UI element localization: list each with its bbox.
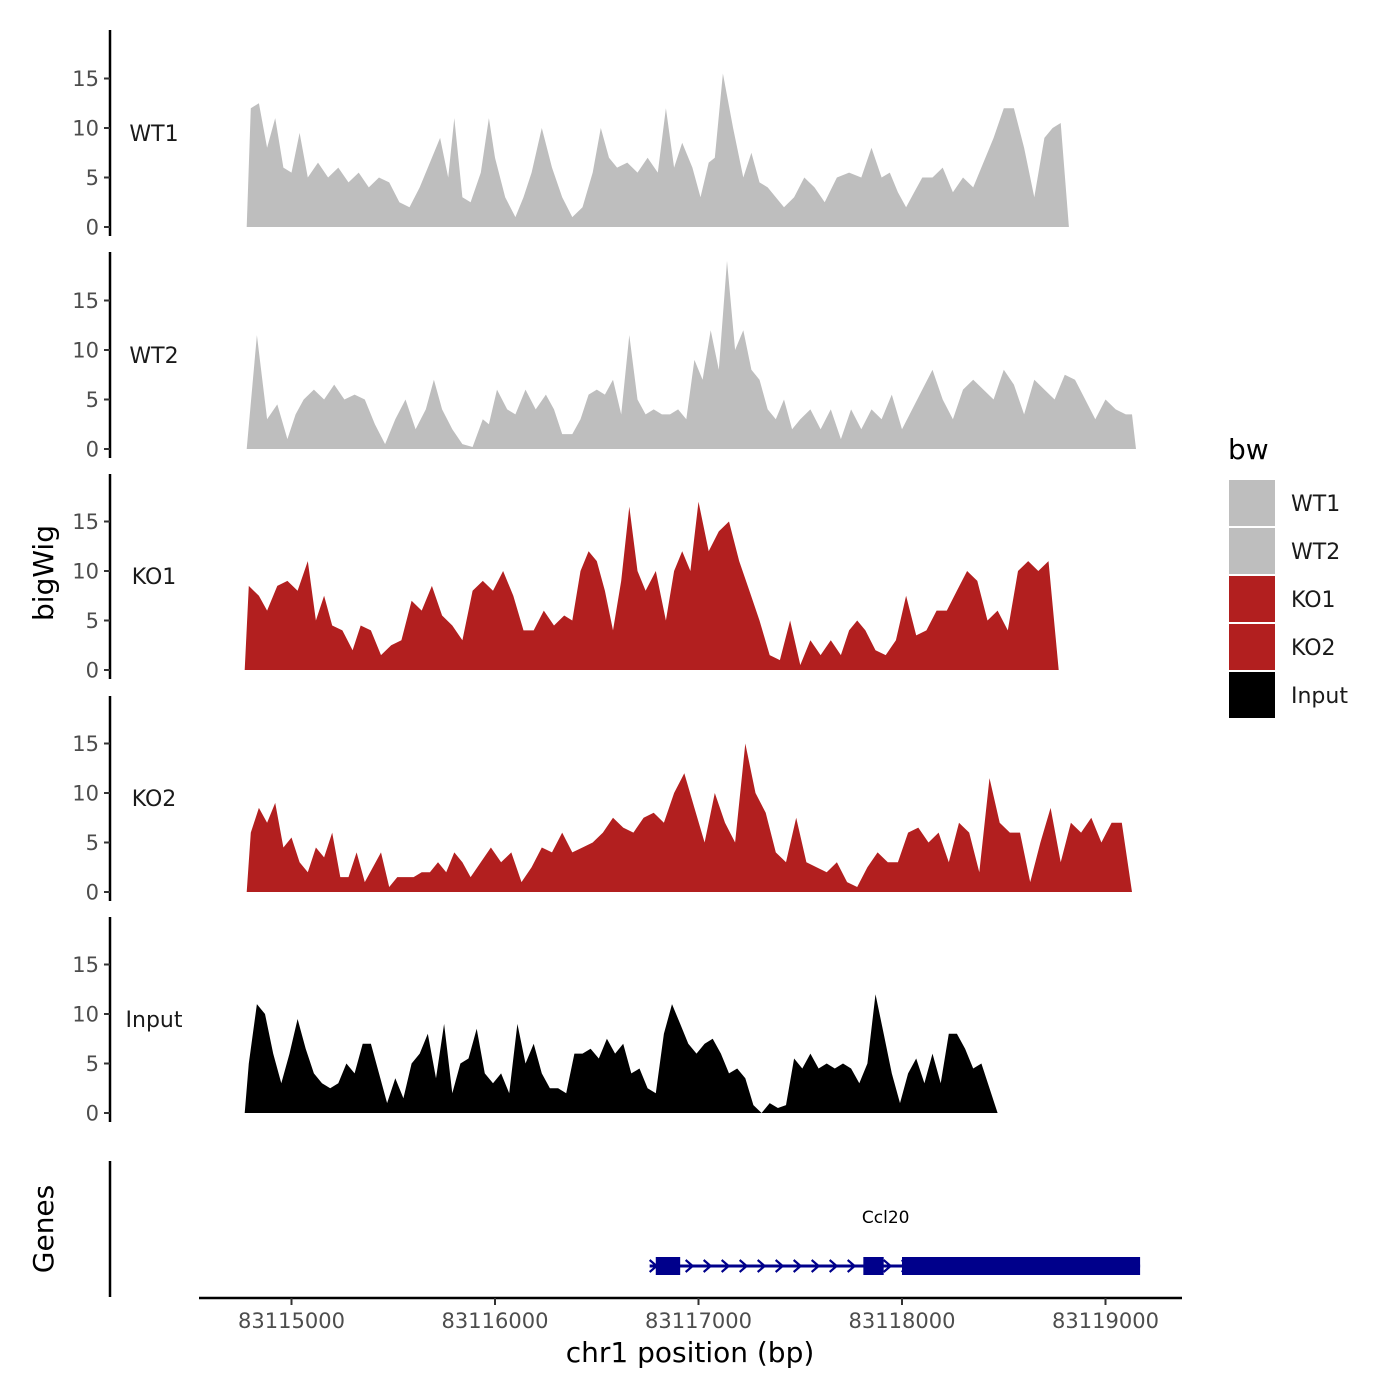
- legend-title: bw: [1228, 433, 1269, 466]
- track-ko2: 0 5 10 15 KO2: [72, 696, 1132, 905]
- area-ko1: [244, 501, 1059, 670]
- legend-key-wt1: [1229, 480, 1275, 526]
- y-tick-label: 0: [86, 1102, 99, 1126]
- track-label: WT1: [129, 122, 178, 147]
- legend-label: WT2: [1291, 540, 1340, 565]
- x-tick-label: 83119000: [1052, 1309, 1159, 1333]
- genes-axis-title: Genes: [27, 1185, 60, 1273]
- area-input: [244, 994, 998, 1113]
- legend-label: Input: [1291, 684, 1348, 709]
- strand-arrow: [774, 1259, 785, 1273]
- strand-arrow: [828, 1259, 839, 1273]
- gene-exon: [655, 1257, 681, 1275]
- y-tick-label: 15: [72, 732, 99, 756]
- gene-label: Ccl20: [862, 1208, 910, 1228]
- y-tick-label: 5: [86, 166, 99, 190]
- track-label: KO2: [132, 787, 177, 812]
- legend: bw WT1 WT2 KO1 KO2 Input: [1228, 433, 1348, 718]
- y-tick-label: 5: [86, 609, 99, 633]
- strand-arrow: [846, 1259, 857, 1273]
- genes-panel: Ccl20: [108, 1161, 1141, 1297]
- strand-arrow: [792, 1259, 803, 1273]
- legend-key-ko1: [1229, 576, 1275, 622]
- strand-arrow: [684, 1259, 695, 1273]
- strand-arrow: [882, 1259, 893, 1273]
- area-ko2: [246, 743, 1132, 892]
- strand-arrow: [810, 1259, 821, 1273]
- y-tick-label: 15: [72, 289, 99, 313]
- bigwig-tracks: 0 5 10 15 WT1 0 5 10 15 WT2 0 5 10 15 KO1 0 5 10 15 KO2 0 5 10…: [72, 30, 1136, 1126]
- y-tick-label: 0: [86, 659, 99, 683]
- x-axis: 83115000 83116000 83117000 83118000 83119000: [199, 1296, 1182, 1333]
- y-tick-label: 15: [72, 953, 99, 977]
- x-tick-label: 83116000: [442, 1309, 549, 1333]
- x-tick-label: 83115000: [238, 1309, 345, 1333]
- y-tick-label: 10: [72, 560, 99, 584]
- y-tick-label: 0: [86, 438, 99, 462]
- legend-key-ko2: [1229, 624, 1275, 670]
- gene-exon: [902, 1257, 1141, 1275]
- track-wt1: 0 5 10 15 WT1: [72, 30, 1069, 240]
- track-wt2: 0 5 10 15 WT2: [72, 252, 1136, 462]
- y-tick-label: 15: [72, 67, 99, 91]
- strand-arrow: [702, 1259, 713, 1273]
- legend-key-input: [1229, 672, 1275, 718]
- legend-key-wt2: [1229, 528, 1275, 574]
- y-tick-label: 5: [86, 831, 99, 855]
- legend-items: WT1 WT2 KO1 KO2 Input: [1229, 480, 1348, 718]
- track-label: KO1: [132, 565, 177, 590]
- strand-arrow: [756, 1259, 767, 1273]
- y-tick-label: 10: [72, 1003, 99, 1027]
- area-wt1: [246, 73, 1069, 227]
- y-tick-label: 0: [86, 216, 99, 240]
- gene-exon: [863, 1257, 884, 1275]
- y-axis-title: bigWig: [27, 525, 60, 621]
- y-tick-label: 5: [86, 388, 99, 412]
- x-axis-title: chr1 position (bp): [566, 1336, 815, 1369]
- x-tick-label: 83117000: [645, 1309, 752, 1333]
- y-tick-label: 10: [72, 117, 99, 141]
- track-input: 0 5 10 15 Input: [72, 917, 998, 1126]
- area-wt2: [246, 260, 1136, 449]
- legend-label: WT1: [1291, 492, 1340, 517]
- y-tick-label: 5: [86, 1052, 99, 1076]
- strand-arrow: [738, 1259, 749, 1273]
- y-tick-label: 0: [86, 881, 99, 905]
- legend-label: KO1: [1291, 588, 1336, 613]
- y-tick-label: 10: [72, 782, 99, 806]
- y-tick-label: 10: [72, 339, 99, 363]
- strand-arrow: [720, 1259, 731, 1273]
- x-tick-label: 83118000: [849, 1309, 956, 1333]
- gene-ccl20: Ccl20: [648, 1208, 1141, 1275]
- y-tick-label: 15: [72, 510, 99, 534]
- track-label: WT2: [129, 344, 178, 369]
- track-ko1: 0 5 10 15 KO1: [72, 474, 1059, 683]
- legend-label: KO2: [1291, 636, 1336, 661]
- track-label: Input: [126, 1008, 183, 1033]
